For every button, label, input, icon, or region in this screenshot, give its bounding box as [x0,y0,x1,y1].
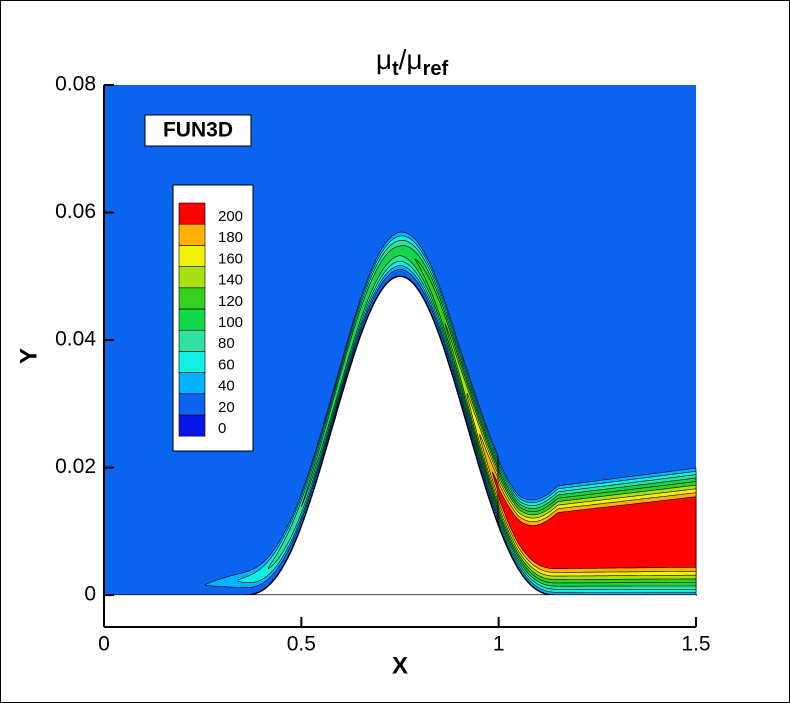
below-wall [104,595,696,627]
legend-label: 100 [218,314,243,331]
legend-label: 160 [218,250,243,267]
y-tick-label: 0.08 [55,73,96,96]
legend-swatch [178,287,206,310]
x-tick-label: 1 [493,633,505,656]
legend-label: 40 [218,378,235,395]
x-tick-label: 1.5 [681,633,710,656]
contour-band [492,471,697,569]
legend-swatch [178,351,206,373]
legend-swatch [178,308,206,331]
legend-swatch [178,372,206,395]
legend-label: 0 [218,420,226,437]
wall-body [103,275,697,596]
legend-swatch [178,329,206,352]
y-tick-label: 0.04 [55,328,96,351]
title-part: μ [376,44,392,75]
legend-swatch [178,266,206,289]
title-sub: t [392,58,399,80]
legend-label: 120 [218,293,243,310]
legend-swatch [178,245,206,267]
legend-swatch [178,414,206,437]
y-axis-label: Y [15,348,42,364]
y-tick-label: 0.02 [55,455,96,478]
annotation: FUN3D [163,119,233,142]
x-tick-label: 0.5 [287,633,316,656]
legend-swatch [178,393,206,416]
plot-area [103,85,697,627]
title-part: /μ [399,44,423,75]
legend-label: 140 [218,272,243,289]
legend-label: 180 [218,229,243,246]
legend-label: 80 [218,335,235,352]
legend-label: 20 [218,399,235,416]
chart-title: μt/μref [376,44,449,80]
legend-swatch [178,223,206,246]
y-tick-label: 0 [84,583,96,606]
x-tick-label: 0 [98,633,110,656]
y-tick-label: 0.06 [55,200,96,223]
legend-swatch [178,202,206,225]
legend-label: 60 [218,356,235,373]
x-axis-label: X [392,652,408,679]
annotation-box [144,114,252,147]
legend-label: 200 [218,208,243,225]
title-sub: ref [423,58,449,80]
